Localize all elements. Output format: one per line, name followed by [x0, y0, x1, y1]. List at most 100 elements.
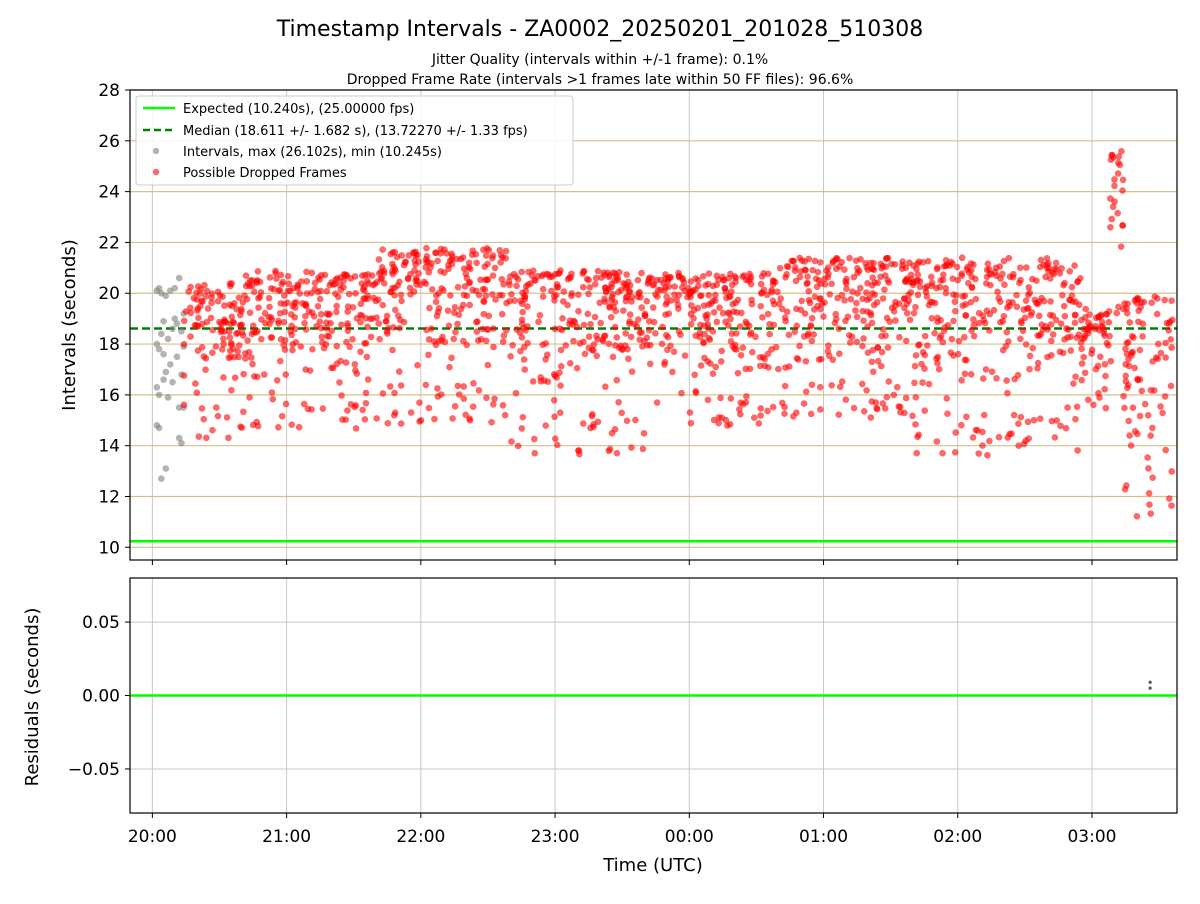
dropped-frame-point: [824, 273, 832, 281]
dropped-frame-point: [452, 328, 459, 336]
dropped-frame-point: [278, 280, 286, 288]
dropped-frame-point: [782, 317, 789, 325]
dropped-frame-point: [365, 280, 372, 287]
dropped-frame-point: [353, 370, 361, 377]
dropped-frame-point: [284, 299, 291, 307]
dropped-frame-point: [455, 391, 463, 398]
dropped-frame-point: [867, 414, 875, 421]
dropped-frame-point: [870, 266, 878, 274]
dropped-frame-point: [902, 337, 910, 345]
dropped-frame-point: [449, 415, 456, 422]
dropped-frame-point: [284, 287, 292, 295]
dropped-frame-point: [854, 269, 861, 277]
dropped-frame-point: [608, 296, 615, 304]
dropped-frame-point: [1017, 276, 1024, 284]
dropped-frame-point: [557, 346, 565, 354]
dropped-frame-point: [628, 444, 635, 451]
dropped-frame-point: [605, 340, 613, 348]
dropped-frame-point: [337, 286, 345, 293]
dropped-frame-point: [770, 300, 778, 308]
dropped-frame-point: [625, 355, 632, 363]
dropped-frame-point: [809, 266, 817, 274]
dropped-frame-point: [986, 437, 993, 445]
dropped-frame-point: [485, 312, 493, 320]
dropped-frame-point: [958, 270, 966, 278]
bottom-axis-ticks: 20:00 21:00 22:00 23:00 00:00 01:00 02:00 03:00…: [68, 613, 1117, 847]
dropped-frame-point: [952, 429, 959, 436]
dropped-frame-point: [853, 338, 861, 346]
dropped-frame-point: [1107, 223, 1114, 231]
top-y-tick-label: 14: [98, 437, 120, 457]
dropped-frame-point: [854, 289, 861, 297]
dropped-frame-point: [448, 354, 455, 362]
dropped-frame-point: [737, 410, 744, 418]
dropped-frame-point: [203, 434, 210, 442]
dropped-frame-point: [475, 387, 483, 394]
dropped-frame-point: [346, 343, 353, 351]
dropped-frame-point: [374, 296, 382, 303]
dropped-frame-point: [362, 399, 370, 407]
dropped-frame-point: [958, 421, 965, 429]
dropped-frame-point: [937, 277, 945, 284]
dropped-frame-point: [323, 287, 331, 295]
dropped-frame-point: [737, 351, 745, 359]
dropped-frame-point: [397, 291, 405, 299]
dropped-frame-point: [639, 343, 646, 350]
dropped-frame-point: [602, 383, 609, 391]
dropped-frame-point: [220, 335, 227, 343]
dropped-frame-point: [893, 383, 901, 391]
dropped-frame-point: [1108, 215, 1115, 223]
dropped-frame-point: [237, 322, 245, 330]
top-y-tick-label: 22: [98, 233, 120, 253]
dropped-frame-point: [568, 270, 575, 278]
top-y-tick-label: 26: [98, 132, 120, 152]
dropped-frame-point: [1067, 347, 1075, 354]
dropped-frame-point: [705, 301, 712, 308]
dropped-frame-point: [801, 266, 809, 274]
dropped-frame-point: [316, 318, 324, 325]
dropped-frame-point: [615, 398, 622, 406]
dropped-frame-point: [1022, 341, 1030, 348]
dropped-frame-point: [268, 389, 276, 396]
dropped-frame-point: [785, 331, 793, 339]
dropped-frame-point: [609, 353, 617, 361]
dropped-frame-point: [591, 313, 599, 321]
dropped-frame-point: [841, 266, 848, 273]
dropped-frame-point: [843, 285, 850, 293]
dropped-frame-point: [705, 270, 713, 277]
dropped-frame-point: [1005, 254, 1013, 262]
dropped-frame-point: [662, 311, 669, 318]
dropped-frame-point: [628, 368, 636, 375]
x-tick-label: 03:00: [1067, 827, 1116, 847]
dropped-frame-point: [1125, 417, 1132, 425]
dropped-frame-point: [342, 359, 350, 366]
dropped-frame-point: [835, 325, 843, 332]
x-tick-label: 23:00: [531, 827, 580, 847]
dropped-frame-point: [896, 403, 904, 411]
dropped-frame-point: [805, 255, 813, 263]
dropped-frame-point: [675, 327, 683, 335]
dropped-frame-point: [524, 281, 532, 288]
dropped-frame-point: [357, 300, 365, 308]
dropped-frame-point: [352, 290, 359, 297]
dropped-frame-point: [358, 312, 366, 319]
legend-dropped-label: Possible Dropped Frames: [183, 166, 347, 181]
dropped-frame-point: [1092, 322, 1099, 330]
dropped-frame-point: [349, 335, 356, 343]
dropped-frame-point: [466, 265, 474, 273]
dropped-frame-point: [836, 350, 843, 358]
dropped-frame-point: [345, 290, 353, 298]
dropped-frame-point: [454, 320, 461, 328]
dropped-frame-point: [1048, 337, 1055, 345]
dropped-frame-point: [969, 434, 977, 441]
dropped-frame-point: [223, 414, 231, 421]
dropped-frame-point: [765, 364, 772, 371]
dropped-frame-point: [857, 255, 864, 263]
bottom-y-tick-label: 0.00: [82, 687, 120, 707]
dropped-frame-point: [719, 309, 727, 317]
dropped-frame-point: [1168, 502, 1175, 509]
dropped-frame-point: [721, 276, 728, 284]
dropped-frame-point: [320, 344, 328, 352]
dropped-frame-point: [790, 257, 797, 265]
